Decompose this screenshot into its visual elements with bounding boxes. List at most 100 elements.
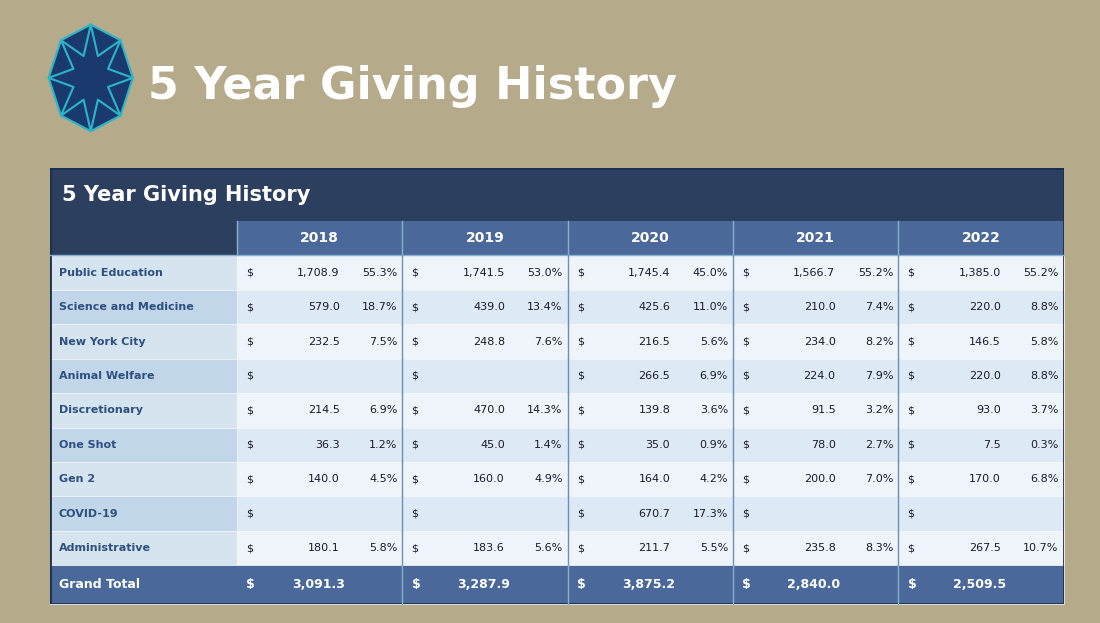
Text: 5.8%: 5.8% bbox=[1031, 336, 1058, 346]
Text: 2019: 2019 bbox=[465, 231, 505, 245]
FancyBboxPatch shape bbox=[899, 255, 1064, 290]
Text: 5 Year Giving History: 5 Year Giving History bbox=[148, 65, 678, 108]
Text: $: $ bbox=[576, 336, 584, 346]
Text: $: $ bbox=[908, 578, 916, 591]
Text: 0.3%: 0.3% bbox=[1031, 440, 1058, 450]
Text: $: $ bbox=[576, 440, 584, 450]
Text: 232.5: 232.5 bbox=[308, 336, 340, 346]
Text: 11.0%: 11.0% bbox=[693, 302, 728, 312]
FancyBboxPatch shape bbox=[568, 290, 733, 325]
Text: 8.3%: 8.3% bbox=[865, 543, 893, 553]
Text: 5 Year Giving History: 5 Year Giving History bbox=[62, 184, 310, 204]
Text: $: $ bbox=[908, 268, 914, 278]
Text: $: $ bbox=[742, 508, 749, 518]
FancyBboxPatch shape bbox=[403, 427, 568, 462]
Text: $: $ bbox=[246, 406, 253, 416]
Text: Public Education: Public Education bbox=[58, 268, 163, 278]
Text: 3,875.2: 3,875.2 bbox=[623, 578, 675, 591]
Text: One Shot: One Shot bbox=[58, 440, 116, 450]
Text: 425.6: 425.6 bbox=[638, 302, 670, 312]
Text: 235.8: 235.8 bbox=[804, 543, 836, 553]
Text: 2,509.5: 2,509.5 bbox=[953, 578, 1005, 591]
Text: 55.3%: 55.3% bbox=[362, 268, 397, 278]
Text: 2022: 2022 bbox=[961, 231, 1001, 245]
Text: 14.3%: 14.3% bbox=[527, 406, 563, 416]
FancyBboxPatch shape bbox=[733, 531, 899, 565]
Text: 224.0: 224.0 bbox=[804, 371, 836, 381]
Text: 1,745.4: 1,745.4 bbox=[628, 268, 670, 278]
FancyBboxPatch shape bbox=[899, 359, 1064, 393]
Text: $: $ bbox=[246, 508, 253, 518]
FancyBboxPatch shape bbox=[238, 462, 403, 497]
FancyBboxPatch shape bbox=[403, 462, 568, 497]
Text: 7.5%: 7.5% bbox=[368, 336, 397, 346]
Text: 45.0%: 45.0% bbox=[693, 268, 728, 278]
Text: $: $ bbox=[742, 578, 751, 591]
FancyBboxPatch shape bbox=[733, 325, 899, 359]
Text: 5.6%: 5.6% bbox=[535, 543, 563, 553]
FancyBboxPatch shape bbox=[899, 462, 1064, 497]
Text: 4.2%: 4.2% bbox=[700, 474, 728, 484]
Text: Animal Welfare: Animal Welfare bbox=[58, 371, 154, 381]
Text: 0.9%: 0.9% bbox=[700, 440, 728, 450]
Text: 439.0: 439.0 bbox=[473, 302, 505, 312]
Text: 4.9%: 4.9% bbox=[535, 474, 563, 484]
Text: $: $ bbox=[742, 371, 749, 381]
Text: $: $ bbox=[246, 371, 253, 381]
Text: $: $ bbox=[411, 336, 419, 346]
Text: $: $ bbox=[246, 543, 253, 553]
Text: 7.4%: 7.4% bbox=[865, 302, 893, 312]
Text: 7.9%: 7.9% bbox=[865, 371, 893, 381]
Text: 4.5%: 4.5% bbox=[368, 474, 397, 484]
FancyBboxPatch shape bbox=[50, 462, 238, 497]
Text: $: $ bbox=[246, 336, 253, 346]
FancyBboxPatch shape bbox=[403, 325, 568, 359]
FancyBboxPatch shape bbox=[733, 290, 899, 325]
Text: 1,741.5: 1,741.5 bbox=[463, 268, 505, 278]
Text: $: $ bbox=[908, 336, 914, 346]
Text: $: $ bbox=[411, 508, 419, 518]
FancyBboxPatch shape bbox=[568, 497, 733, 531]
Text: $: $ bbox=[411, 440, 419, 450]
FancyBboxPatch shape bbox=[238, 531, 403, 565]
Text: 8.8%: 8.8% bbox=[1030, 371, 1058, 381]
Text: 146.5: 146.5 bbox=[969, 336, 1001, 346]
Text: $: $ bbox=[411, 302, 419, 312]
Text: 55.2%: 55.2% bbox=[858, 268, 893, 278]
FancyBboxPatch shape bbox=[568, 462, 733, 497]
Text: $: $ bbox=[576, 302, 584, 312]
Text: Discretionary: Discretionary bbox=[58, 406, 143, 416]
Text: 220.0: 220.0 bbox=[969, 302, 1001, 312]
Text: 170.0: 170.0 bbox=[969, 474, 1001, 484]
Text: $: $ bbox=[246, 474, 253, 484]
Text: 211.7: 211.7 bbox=[638, 543, 670, 553]
Text: 91.5: 91.5 bbox=[811, 406, 836, 416]
FancyBboxPatch shape bbox=[50, 393, 238, 427]
Text: 266.5: 266.5 bbox=[638, 371, 670, 381]
Text: 6.9%: 6.9% bbox=[368, 406, 397, 416]
Text: $: $ bbox=[246, 302, 253, 312]
FancyBboxPatch shape bbox=[238, 359, 403, 393]
FancyBboxPatch shape bbox=[403, 393, 568, 427]
Text: $: $ bbox=[742, 268, 749, 278]
FancyBboxPatch shape bbox=[899, 393, 1064, 427]
Text: $: $ bbox=[576, 578, 585, 591]
FancyBboxPatch shape bbox=[50, 565, 1064, 604]
FancyBboxPatch shape bbox=[238, 325, 403, 359]
Text: 3,287.9: 3,287.9 bbox=[456, 578, 510, 591]
Text: 210.0: 210.0 bbox=[804, 302, 836, 312]
Text: $: $ bbox=[411, 543, 419, 553]
FancyBboxPatch shape bbox=[50, 290, 238, 325]
Text: New York City: New York City bbox=[58, 336, 145, 346]
Text: $: $ bbox=[742, 406, 749, 416]
FancyBboxPatch shape bbox=[568, 325, 733, 359]
FancyBboxPatch shape bbox=[568, 531, 733, 565]
Text: $: $ bbox=[908, 406, 914, 416]
FancyBboxPatch shape bbox=[733, 393, 899, 427]
Text: 579.0: 579.0 bbox=[308, 302, 340, 312]
Text: $: $ bbox=[576, 474, 584, 484]
Text: 7.0%: 7.0% bbox=[865, 474, 893, 484]
Text: $: $ bbox=[576, 406, 584, 416]
FancyBboxPatch shape bbox=[733, 359, 899, 393]
FancyBboxPatch shape bbox=[403, 359, 568, 393]
